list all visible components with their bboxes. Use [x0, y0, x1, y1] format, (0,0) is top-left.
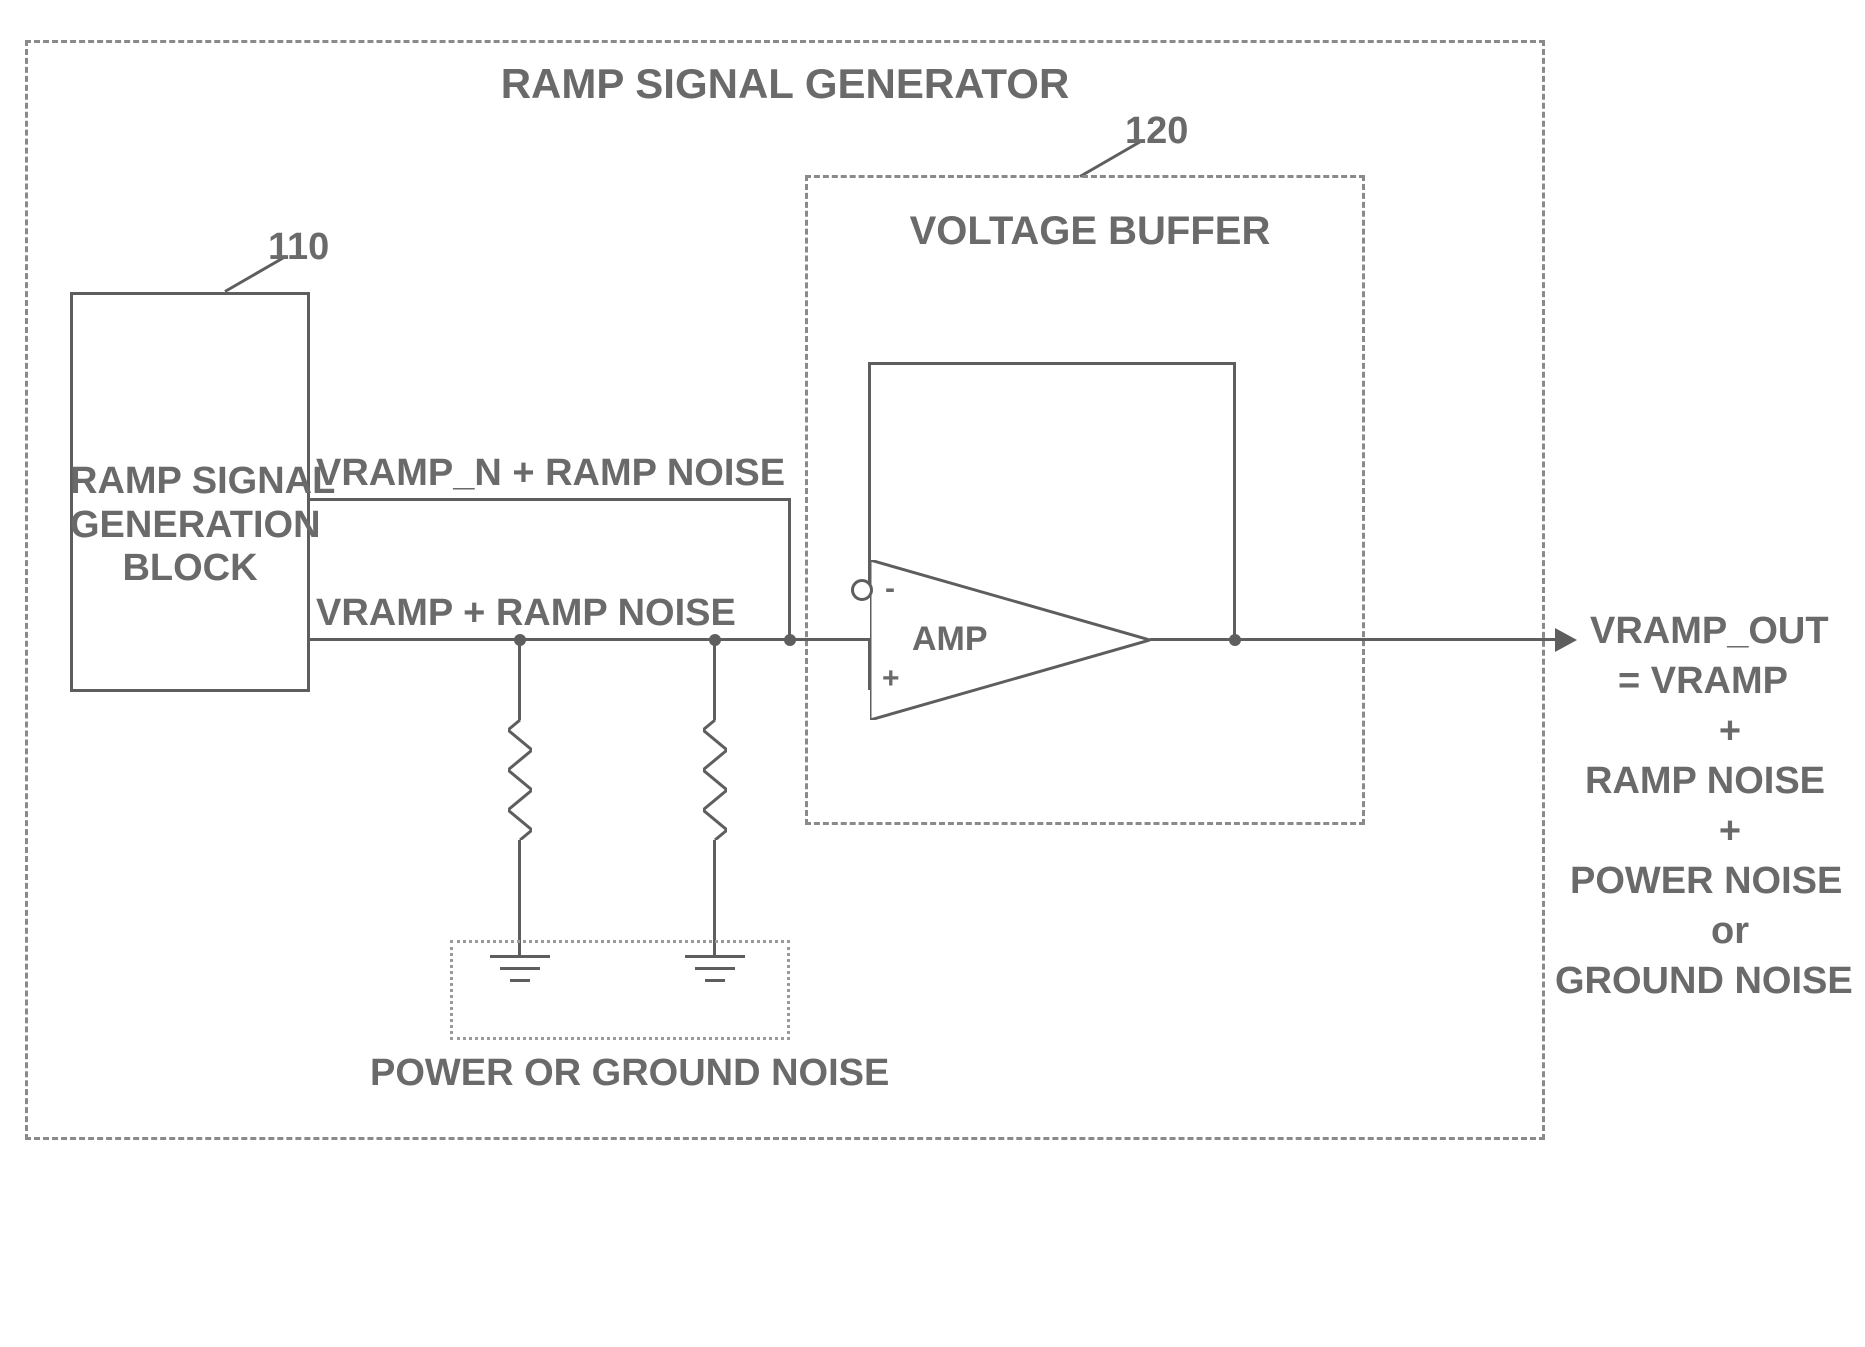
ground-noise-label: POWER OR GROUND NOISE: [370, 1052, 870, 1096]
output-line-4: +: [1690, 810, 1770, 854]
amp-inverting-bubble-icon: [851, 579, 873, 601]
amp-plus: +: [882, 662, 900, 697]
output-line-2: +: [1690, 710, 1770, 754]
generation-block-label: RAMP SIGNAL GENERATION BLOCK: [70, 460, 310, 591]
wire-fb-v-left: [868, 362, 871, 590]
voltage-buffer-title: VOLTAGE BUFFER: [870, 208, 1310, 254]
output-line-3: RAMP NOISE: [1585, 760, 1825, 804]
output-line-5: POWER NOISE: [1570, 860, 1842, 904]
wire-vramp-n-v: [788, 498, 791, 640]
output-line-1: = VRAMP: [1618, 660, 1788, 704]
output-line-7: GROUND NOISE: [1555, 960, 1853, 1004]
output-line-0: VRAMP_OUT: [1590, 610, 1829, 654]
vramp-n-label: VRAMP_N + RAMP NOISE: [316, 452, 785, 496]
vramp-label: VRAMP + RAMP NOISE: [316, 592, 736, 636]
wire-amp-out-h: [1150, 638, 1555, 641]
ramp-signal-generator-title: RAMP SIGNAL GENERATOR: [470, 60, 1100, 108]
wire-r1-lead-top: [518, 640, 521, 720]
amp-label: AMP: [912, 620, 988, 659]
output-line-6: or: [1690, 910, 1770, 954]
diagram-canvas: RAMP SIGNAL GENERATOR 110 RAMP SIGNAL GE…: [0, 0, 1865, 1347]
wire-fb-v-right: [1233, 362, 1236, 640]
ref-120: 120: [1125, 110, 1188, 154]
amp-minus: -: [885, 572, 895, 607]
voltage-buffer-box: [805, 175, 1365, 825]
wire-r2-lead-bot: [713, 840, 716, 955]
node-vramp-n-join: [784, 634, 796, 646]
ref-110: 110: [268, 226, 329, 270]
resistor-2-icon: [703, 720, 727, 840]
wire-vramp-n-h: [310, 498, 790, 501]
wire-fb-h-top: [870, 362, 1235, 365]
wire-r1-lead-bot: [518, 840, 521, 955]
ground-noise-box: [450, 940, 790, 1040]
resistor-1-icon: [508, 720, 532, 840]
wire-plus-v: [868, 638, 871, 690]
wire-r2-lead-top: [713, 640, 716, 720]
output-arrow-icon: [1555, 628, 1577, 652]
